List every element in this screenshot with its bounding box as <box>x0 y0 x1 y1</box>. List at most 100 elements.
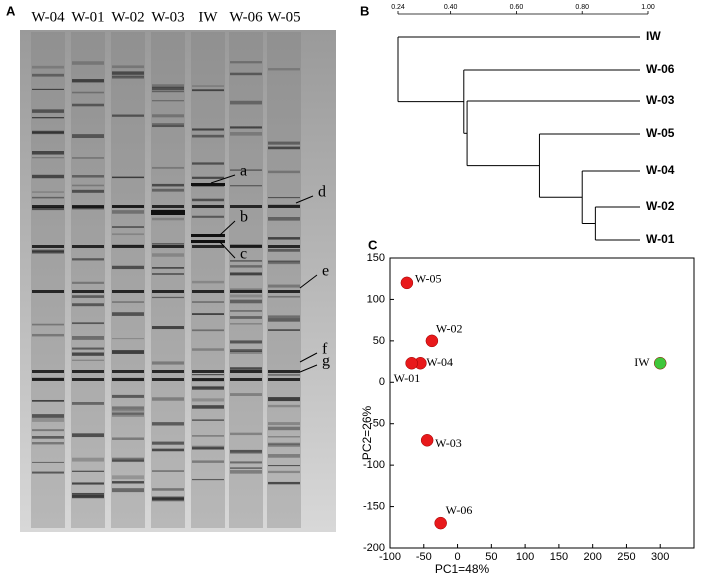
band <box>230 393 262 396</box>
band <box>268 260 300 265</box>
x-tick-label: -50 <box>416 551 432 563</box>
point-label: W-05 <box>415 272 442 286</box>
band <box>230 132 262 136</box>
band <box>230 265 262 268</box>
band <box>72 295 104 298</box>
gel-image <box>20 30 336 532</box>
leaf-label: W-01 <box>646 232 675 246</box>
point <box>400 276 414 290</box>
band <box>230 100 262 105</box>
band <box>152 84 184 88</box>
leaf-label: IW <box>646 29 661 43</box>
band <box>112 350 144 354</box>
band <box>230 205 262 208</box>
band <box>230 350 262 354</box>
y-tick-label: 0 <box>379 376 385 388</box>
x-tick-label: 250 <box>617 551 635 563</box>
band <box>72 457 104 462</box>
band <box>192 198 224 201</box>
band <box>268 295 300 298</box>
band <box>32 65 64 69</box>
band <box>32 116 64 119</box>
band <box>32 290 64 293</box>
y-tick-label: -100 <box>363 459 385 471</box>
band <box>72 295 104 298</box>
band-label: f <box>322 341 328 358</box>
lane-label: W-03 <box>151 9 184 25</box>
band <box>268 216 300 221</box>
band <box>192 478 224 481</box>
band <box>32 151 64 155</box>
lane <box>229 32 263 528</box>
pointer <box>210 174 236 184</box>
band <box>191 240 225 243</box>
band <box>192 134 224 138</box>
band <box>268 170 300 174</box>
point-label: W-01 <box>394 371 421 385</box>
band <box>32 378 64 381</box>
band <box>152 188 184 192</box>
band <box>230 432 262 436</box>
point-label: W-02 <box>436 322 463 336</box>
band <box>32 206 64 211</box>
band <box>230 449 262 452</box>
band <box>112 290 144 293</box>
band <box>112 409 144 412</box>
band <box>152 326 184 330</box>
band <box>32 109 64 114</box>
band <box>112 437 144 440</box>
band <box>192 398 224 402</box>
band <box>230 185 262 187</box>
band <box>32 461 64 463</box>
band <box>32 205 64 208</box>
lane <box>111 32 145 528</box>
band <box>268 245 300 248</box>
lane <box>191 32 225 528</box>
band <box>72 470 104 472</box>
band <box>152 166 184 169</box>
band <box>192 198 224 202</box>
band <box>72 91 104 94</box>
band <box>268 68 300 71</box>
lane-label: W-02 <box>111 9 144 25</box>
point <box>405 356 418 370</box>
band <box>72 322 104 325</box>
band <box>192 128 224 131</box>
band <box>72 245 104 248</box>
band <box>152 125 184 127</box>
point-label: IW <box>634 355 650 369</box>
band <box>152 361 184 365</box>
band <box>112 457 144 462</box>
band <box>32 250 64 252</box>
band <box>230 260 262 262</box>
band <box>72 401 104 405</box>
x-tick-label: 0.24 <box>391 4 405 11</box>
band <box>192 245 224 248</box>
band <box>230 349 262 352</box>
band <box>112 412 144 415</box>
band <box>268 378 300 381</box>
band <box>230 323 262 325</box>
band <box>230 340 262 344</box>
band <box>72 184 104 187</box>
band <box>192 89 224 92</box>
lane <box>151 32 185 528</box>
leaf-label: W-04 <box>646 163 675 177</box>
band <box>268 443 300 447</box>
band <box>32 88 64 90</box>
band <box>230 451 262 454</box>
point <box>425 334 439 348</box>
lane <box>31 32 65 528</box>
x-tick-label: 0.60 <box>510 4 524 11</box>
band <box>152 217 184 221</box>
band <box>32 174 64 179</box>
band <box>72 433 104 438</box>
x-tick-label: 0.80 <box>575 4 589 11</box>
band <box>268 248 300 252</box>
band <box>230 310 262 312</box>
band <box>32 73 64 77</box>
band <box>152 488 184 491</box>
band <box>152 378 184 381</box>
band <box>268 290 300 293</box>
